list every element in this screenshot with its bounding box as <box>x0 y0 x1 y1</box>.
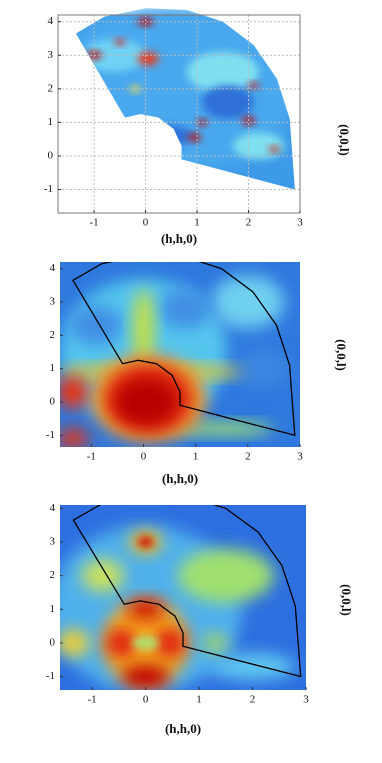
intensity-blob <box>237 348 290 389</box>
y-tick-label: 4 <box>50 262 56 274</box>
x-tick-label: 1 <box>194 217 200 229</box>
y-tick-label: -1 <box>46 429 55 441</box>
intensity-blob <box>70 305 123 346</box>
panel: -1 0 1 2 3 -1 0 1 2 3 4 (h,h,0) (0,0,l) <box>46 262 349 486</box>
intensity-blob <box>126 599 165 620</box>
intensity-blob <box>177 548 274 603</box>
x-tick-label: 0 <box>143 217 149 229</box>
x-tick-label: 2 <box>246 217 252 229</box>
x-tick-label: 1 <box>193 451 199 463</box>
panel: -1 0 1 2 3 -1 0 1 2 3 4 (h,h,0) (0,0,l) <box>44 8 352 246</box>
y-tick-label: 4 <box>48 15 54 27</box>
intensity-blob <box>121 664 170 689</box>
intensity-map <box>76 8 295 190</box>
intensity-blob <box>209 653 296 680</box>
y-tick-label: -1 <box>44 183 53 195</box>
x-axis-label: (h,h,0) <box>161 231 197 246</box>
intensity-blob <box>137 51 159 66</box>
intensity-blob <box>105 627 138 659</box>
y-tick-label: 0 <box>50 636 56 648</box>
wedge-outline <box>72 262 296 437</box>
x-tick-label: -1 <box>89 217 98 229</box>
intensity-blob <box>60 629 90 657</box>
intensity-blob <box>186 51 259 93</box>
panel: -1 0 1 2 3 -1 0 1 2 3 4 (h,h,0) (0,0,l) <box>46 502 354 736</box>
intensity-blob <box>159 288 212 329</box>
x-tick-label: 2 <box>245 451 251 463</box>
intensity-blob <box>233 132 285 160</box>
intensity-blob <box>114 38 125 46</box>
wedge-outline <box>72 505 302 678</box>
y-axis-label: (0,0,l) <box>339 584 354 616</box>
y-tick-label: 2 <box>48 82 54 94</box>
x-axis-label: (h,h,0) <box>165 721 201 736</box>
y-tick-label: 1 <box>48 116 54 128</box>
intensity-blob <box>132 636 159 650</box>
intensity-map <box>60 262 300 447</box>
intensity-blob <box>153 627 186 659</box>
x-tick-label: 0 <box>143 694 149 706</box>
y-tick-label: 3 <box>50 296 56 308</box>
x-tick-label: 3 <box>297 451 303 463</box>
intensity-blob <box>133 288 154 369</box>
x-tick-label: 3 <box>303 694 309 706</box>
x-tick-label: 2 <box>250 694 256 706</box>
y-tick-label: 3 <box>50 536 56 548</box>
intensity-map <box>60 505 306 690</box>
intensity-blob <box>60 375 89 409</box>
intensity-blob <box>188 133 201 142</box>
y-axis-label: (0,0,l) <box>334 339 349 371</box>
y-tick-label: 3 <box>48 49 54 61</box>
y-tick-label: 4 <box>50 502 56 514</box>
x-tick-label: -1 <box>87 451 96 463</box>
plot-frame <box>57 14 301 214</box>
y-axis-label: (0,0,l) <box>337 124 352 156</box>
intensity-blob <box>60 428 89 447</box>
y-tick-label: 1 <box>50 603 56 615</box>
y-tick-label: 2 <box>50 329 56 341</box>
intensity-blob <box>269 145 280 153</box>
intensity-blob <box>137 535 154 549</box>
intensity-blob <box>284 67 295 78</box>
intensity-blob <box>248 82 259 89</box>
intensity-blob <box>211 275 285 329</box>
x-axis-label: (h,h,0) <box>162 471 198 486</box>
y-tick-label: 2 <box>50 569 56 581</box>
x-tick-label: 0 <box>141 451 147 463</box>
y-tick-label: 0 <box>50 396 56 408</box>
x-tick-label: 1 <box>196 694 202 706</box>
intensity-blob <box>150 125 192 146</box>
intensity-blob <box>114 378 178 426</box>
intensity-blob <box>202 85 254 120</box>
y-tick-label: 1 <box>50 362 56 374</box>
intensity-blob <box>201 632 229 654</box>
intensity-blob <box>81 558 125 593</box>
intensity-blob <box>169 422 274 436</box>
y-tick-label: -1 <box>46 670 55 682</box>
x-tick-label: 3 <box>297 217 303 229</box>
intensity-blob <box>137 17 154 26</box>
x-tick-label: -1 <box>88 694 97 706</box>
y-tick-label: 0 <box>48 149 54 161</box>
